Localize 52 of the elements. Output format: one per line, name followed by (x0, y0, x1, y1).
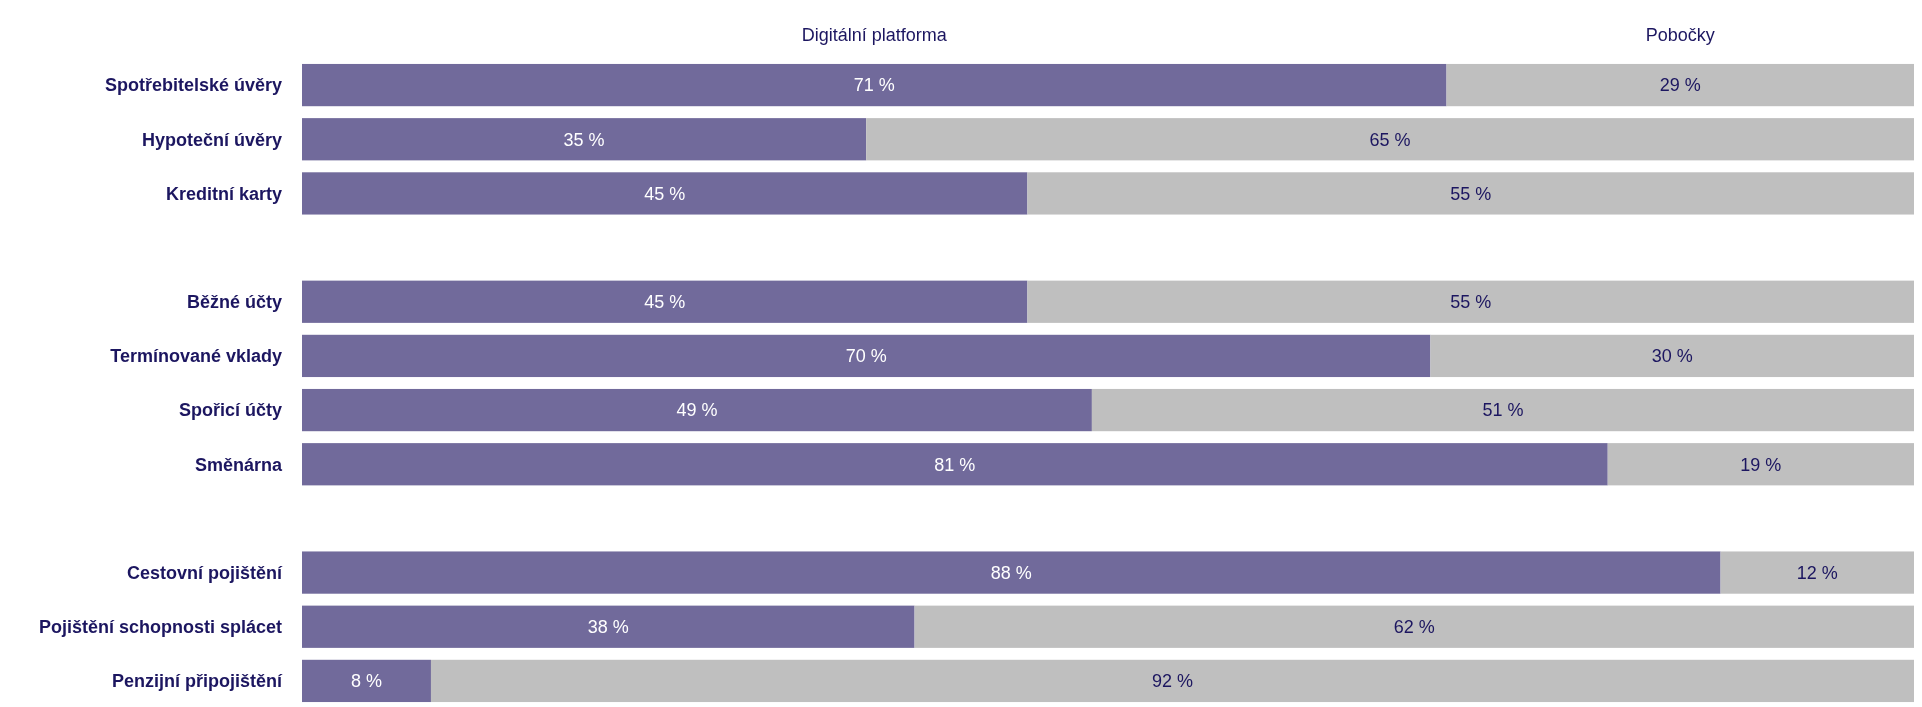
data-label: 30 % (1651, 346, 1693, 367)
bar (302, 334, 1431, 378)
data-label: 45 % (644, 292, 686, 313)
series-label: Pobočky (1645, 25, 1715, 46)
data-label: 71 % (853, 75, 895, 96)
bar (1027, 280, 1914, 323)
bar (1027, 172, 1914, 215)
bar (302, 551, 1721, 594)
bar (302, 443, 1608, 486)
data-label: 88 % (990, 562, 1032, 583)
data-label: 92 % (1151, 671, 1193, 692)
data-label: 35 % (563, 129, 605, 150)
bar (302, 388, 1092, 432)
data-label: 62 % (1393, 617, 1435, 638)
y-tick-label: Kreditní karty (165, 183, 282, 204)
y-tick-label: Pojištění schopnosti splácet (38, 617, 282, 638)
bar (1430, 334, 1914, 378)
y-tick-label: Spotřebitelské úvěry (104, 75, 282, 96)
y-tick-label: Spořicí účty (178, 400, 282, 421)
data-label: 29 % (1659, 75, 1701, 96)
series-label: Digitální platforma (801, 25, 948, 46)
data-label: 38 % (587, 617, 629, 638)
data-label: 81 % (934, 454, 976, 475)
y-tick-label: Běžné účty (186, 292, 282, 313)
bar (302, 172, 1028, 215)
bar (430, 659, 1914, 703)
bar (302, 659, 431, 703)
data-label: 8 % (350, 671, 382, 692)
y-tick-label: Směnárna (194, 454, 283, 475)
data-label: 55 % (1450, 292, 1492, 313)
bar (866, 118, 1914, 161)
bar (1607, 443, 1914, 486)
data-label: 49 % (676, 400, 718, 421)
y-tick-label: Cestovní pojištění (126, 562, 283, 583)
data-label: 51 % (1482, 400, 1524, 421)
data-label: 19 % (1740, 454, 1782, 475)
data-label: 45 % (644, 183, 686, 204)
bar (302, 280, 1028, 323)
data-label: 70 % (845, 346, 887, 367)
y-tick-label: Hypoteční úvěry (141, 129, 282, 150)
y-tick-label: Termínované vklady (110, 346, 282, 367)
data-label: 12 % (1796, 562, 1838, 583)
bar (1446, 63, 1914, 107)
data-label: 65 % (1369, 129, 1411, 150)
bar (914, 605, 1914, 648)
bar (1091, 388, 1914, 432)
y-tick-label: Penzijní připojištění (111, 671, 283, 692)
bar (302, 605, 915, 648)
bar (1720, 551, 1914, 594)
bar (302, 118, 867, 161)
data-label: 55 % (1450, 183, 1492, 204)
bar (302, 63, 1447, 107)
